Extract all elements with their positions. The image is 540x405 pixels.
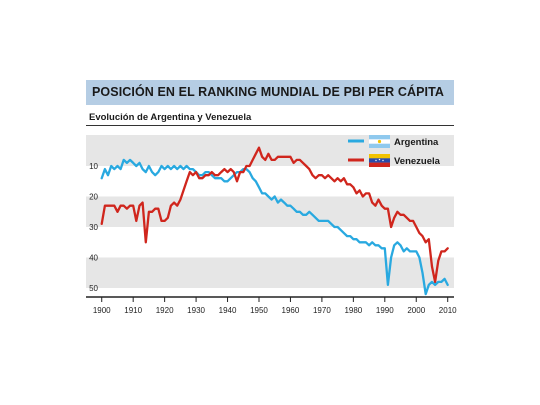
title-bar: POSICIÓN EN EL RANKING MUNDIAL DE PBI PE… bbox=[86, 80, 454, 105]
legend-item-venezuela: Venezuela bbox=[348, 154, 441, 167]
venezuela-flag-icon bbox=[369, 154, 390, 167]
x-axis-ticks: 1900 1910 1920 1930 1940 1950 1960 1970 1980 1990… bbox=[93, 297, 457, 315]
x-tick-label-1950: 1950 bbox=[250, 306, 268, 315]
series-lines bbox=[100, 146, 449, 296]
legend-item-argentina: Argentina bbox=[348, 135, 439, 148]
x-tick-label-1980: 1980 bbox=[344, 306, 362, 315]
x-tick-label-1900: 1900 bbox=[93, 306, 111, 315]
x-tick-label-1970: 1970 bbox=[313, 306, 331, 315]
y-tick-label-10: 10 bbox=[89, 162, 98, 171]
x-tick-label-1920: 1920 bbox=[156, 306, 174, 315]
y-tick-label-20: 20 bbox=[89, 193, 98, 202]
subtitle-divider bbox=[86, 125, 454, 126]
band-2 bbox=[86, 257, 454, 288]
band-0 bbox=[86, 135, 454, 166]
y-tick-label-50: 50 bbox=[89, 284, 98, 293]
y-axis-tick-labels: 10 20 30 40 50 bbox=[89, 162, 98, 293]
y-tick-label-40: 40 bbox=[89, 254, 98, 263]
x-tick-label-1990: 1990 bbox=[376, 306, 394, 315]
x-tick-label-2010: 2010 bbox=[439, 306, 457, 315]
x-tick-label-1960: 1960 bbox=[282, 306, 300, 315]
legend: Argentina Venezuela bbox=[348, 135, 441, 167]
x-tick-label-1910: 1910 bbox=[124, 306, 142, 315]
series-line-venezuela bbox=[100, 146, 449, 284]
legend-label-venezuela: Venezuela bbox=[394, 156, 441, 167]
argentina-flag-icon bbox=[369, 135, 390, 148]
y-tick-label-30: 30 bbox=[89, 223, 98, 232]
x-tick-label-1930: 1930 bbox=[187, 306, 205, 315]
x-tick-label-2000: 2000 bbox=[407, 306, 425, 315]
chart-subtitle: Evolución de Argentina y Venezuela bbox=[89, 112, 252, 123]
legend-label-argentina: Argentina bbox=[394, 137, 439, 148]
chart-title: POSICIÓN EN EL RANKING MUNDIAL DE PBI PE… bbox=[92, 85, 445, 99]
x-tick-label-1940: 1940 bbox=[219, 306, 237, 315]
series-line-argentina bbox=[100, 158, 449, 296]
